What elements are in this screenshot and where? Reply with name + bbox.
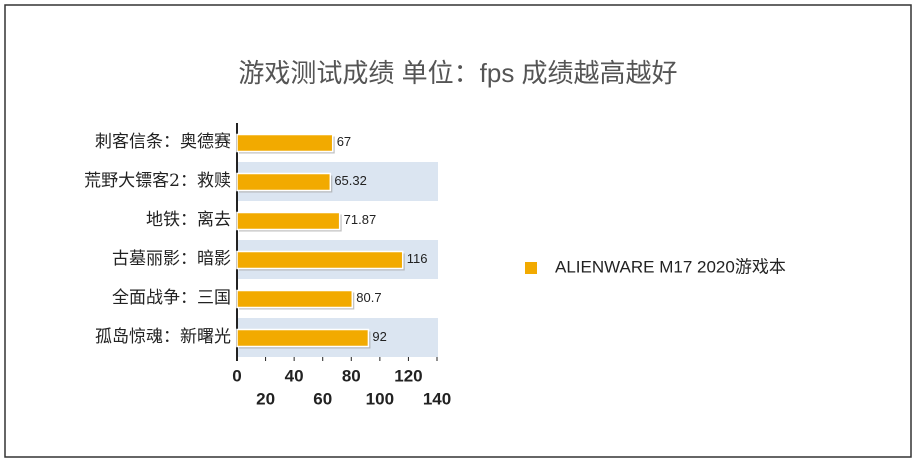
y-tick-label: 古墓丽影：暗影 <box>112 249 231 269</box>
x-tick-label: 100 <box>366 389 394 408</box>
bar <box>236 172 332 192</box>
bar <box>236 250 404 270</box>
chart-title: 游戏测试成绩 单位：fps 成绩越高越好 <box>238 58 677 88</box>
value-label: 92 <box>372 329 386 344</box>
bar <box>236 211 341 231</box>
x-tick-label: 60 <box>313 389 332 408</box>
y-tick-label: 刺客信条：奥德赛 <box>95 131 231 152</box>
x-tick-label: 40 <box>285 366 304 385</box>
y-tick-label: 孤岛惊魂：新曙光 <box>95 327 231 347</box>
y-tick-label: 荒野大镖客2：救赎 <box>84 171 231 191</box>
value-label: 65.32 <box>334 173 367 188</box>
value-label: 71.87 <box>344 212 377 227</box>
legend-swatch <box>525 262 537 274</box>
value-label: 116 <box>407 251 428 266</box>
bar <box>236 289 354 309</box>
bar <box>236 328 370 348</box>
x-tick-label: 20 <box>256 389 275 408</box>
value-label: 67 <box>337 134 351 149</box>
y-tick-label: 地铁：离去 <box>146 210 231 230</box>
frame <box>4 4 912 458</box>
bar <box>236 133 334 153</box>
x-tick-label: 120 <box>394 366 422 385</box>
y-tick-label: 全面战争：三国 <box>112 288 231 308</box>
x-tick-label: 0 <box>232 366 241 385</box>
x-tick-label: 140 <box>423 389 451 408</box>
x-tick-label: 80 <box>342 366 361 385</box>
legend-label: ALIENWARE M17 2020游戏本 <box>555 257 786 276</box>
value-label: 80.7 <box>356 290 381 305</box>
